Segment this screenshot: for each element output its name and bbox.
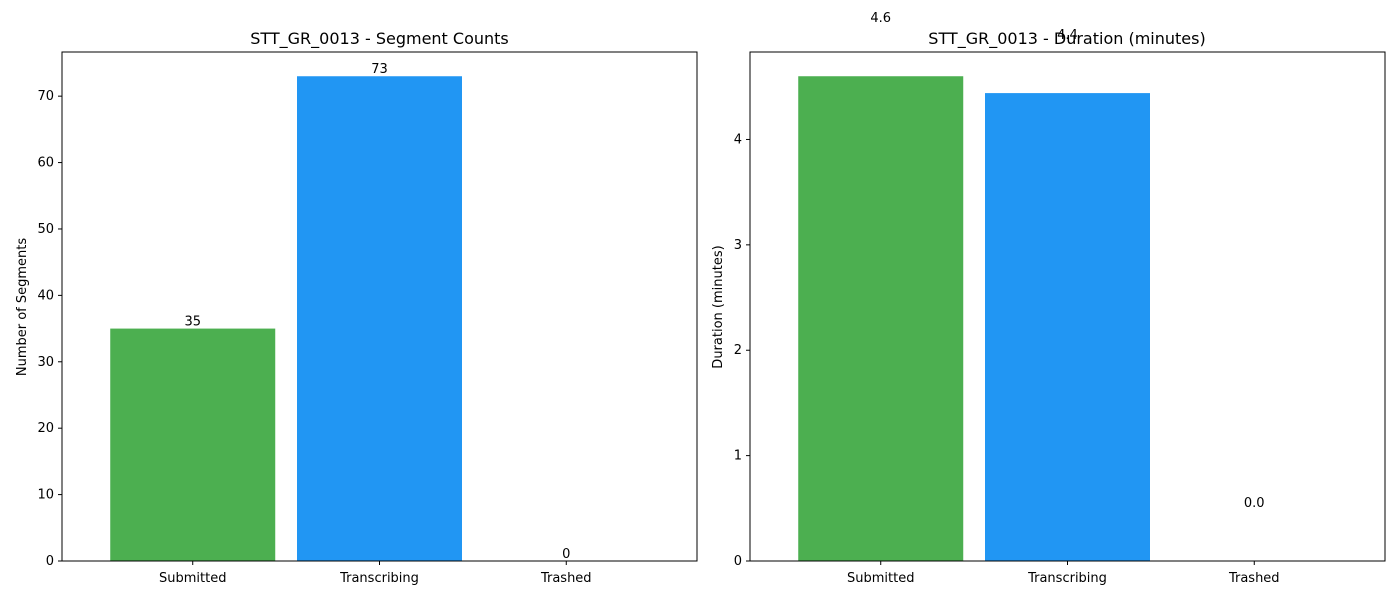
chart-title: STT_GR_0013 - Segment Counts — [250, 29, 509, 49]
data-label: 73 — [371, 62, 388, 77]
y-tick-label: 50 — [37, 222, 54, 237]
plot-area: 0 10 20 30 40 50 60 70 Submitted Transcribing Tras… — [37, 51, 698, 586]
data-label: 4.6 — [870, 11, 891, 26]
y-tick-label: 70 — [37, 89, 54, 104]
y-tick-label: 3 — [734, 238, 742, 253]
x-tick-label: Transcribing — [1027, 571, 1107, 586]
y-axis-label: Duration (minutes) — [711, 245, 726, 368]
bar-submitted — [110, 328, 276, 561]
bar-transcribing — [985, 93, 1150, 561]
y-tick-label: 2 — [734, 343, 742, 358]
y-tick-label: 10 — [37, 488, 54, 503]
y-tick-label: 0 — [46, 554, 54, 569]
plot-area: 0 1 2 3 4 Submitted Transcribing Trashed 4.6 4.4 0… — [734, 11, 1386, 586]
y-tick-label: 30 — [37, 355, 54, 370]
bar-transcribing — [297, 76, 462, 562]
x-tick-label: Submitted — [847, 571, 914, 586]
chart-title: STT_GR_0013 - Duration (minutes) — [928, 29, 1205, 49]
x-tick-label: Trashed — [540, 571, 592, 586]
x-tick-label: Trashed — [1228, 571, 1280, 586]
y-tick-label: 0 — [734, 554, 742, 569]
x-tick-label: Transcribing — [339, 571, 419, 586]
y-tick-label: 20 — [37, 421, 54, 436]
data-label: 0 — [562, 547, 570, 562]
y-axis-label: Number of Segments — [15, 238, 30, 377]
y-tick-label: 1 — [734, 449, 742, 464]
y-tick-label: 60 — [37, 156, 54, 171]
x-tick-label: Submitted — [159, 571, 226, 586]
y-tick-label: 4 — [734, 132, 742, 147]
chart-duration: STT_GR_0013 - Duration (minutes) Duratio… — [711, 11, 1386, 586]
y-tick-label: 40 — [37, 288, 54, 303]
bar-submitted — [798, 76, 964, 562]
chart-segment-counts: STT_GR_0013 - Segment Counts Number of S… — [15, 29, 698, 586]
data-label: 4.4 — [1057, 28, 1078, 43]
data-label: 35 — [184, 315, 201, 330]
data-label: 0.0 — [1244, 496, 1265, 511]
